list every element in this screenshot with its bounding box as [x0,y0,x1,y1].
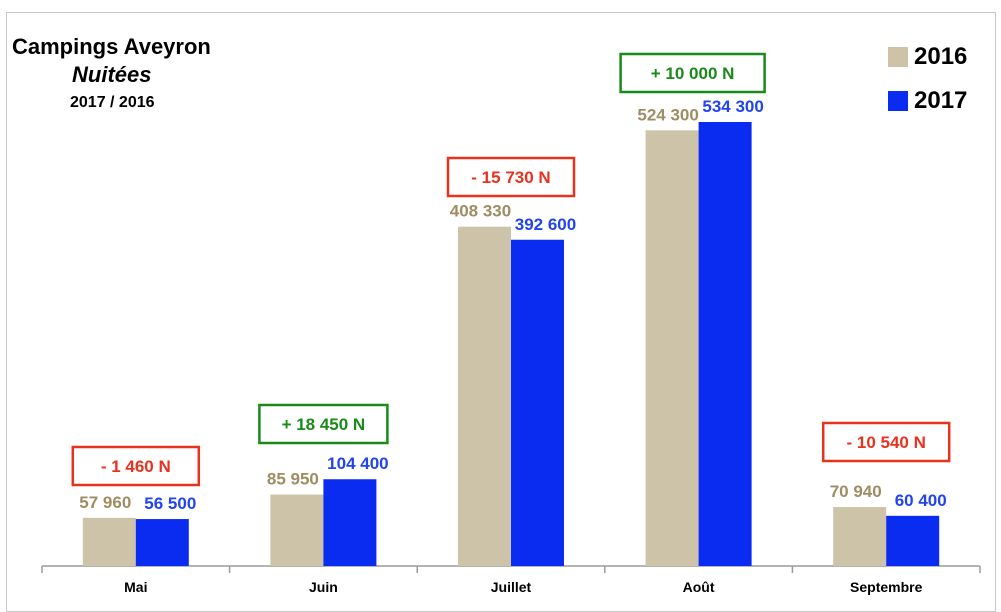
chart: Campings Aveyron Nuitées 2017 / 2016 201… [6,12,996,612]
annotation-text: + 10 000 N [651,64,735,83]
legend: 2016 2017 [888,43,968,132]
x-tick-label: Septembre [850,579,923,595]
annotation-box [821,421,951,463]
x-tick-label: Juin [309,579,338,595]
chart-title: Campings Aveyron [12,34,211,59]
annotation-box [619,52,766,94]
annotation-box [446,156,576,198]
legend-item-2016: 2016 [888,43,968,70]
bar-2017-août [698,122,752,566]
annotation-text: - 10 540 N [847,433,926,452]
bar-2017-septembre [886,515,940,566]
legend-label-2017: 2017 [914,87,968,114]
data-label-2016: 70 940 [830,482,882,501]
annotation-box [258,403,389,445]
bar-2016-juin [270,494,324,566]
data-label-2016: 57 960 [79,493,131,512]
bar-2016-mai [82,517,136,566]
bar-2017-mai [135,519,189,566]
legend-swatch-2017 [888,91,908,111]
annotation-text: - 1 460 N [101,457,171,476]
legend-swatch-2016 [888,47,908,67]
bar-2016-août [645,130,699,566]
data-label-2017: 392 600 [515,215,576,234]
bar-2016-juillet [458,226,511,566]
x-tick-label: Mai [124,579,147,595]
data-label-2017: 534 300 [702,97,763,116]
bar-2016-septembre [833,507,887,566]
legend-label-2016: 2016 [914,43,968,70]
plot-area: 57 960 56 500 Mai - 1 460 N 85 950 104 400 Jui… [41,52,981,595]
data-label-2016: 85 950 [267,470,319,489]
bar-2017-juin [323,479,377,566]
chart-subtitle: Nuitées [72,62,152,87]
data-label-2016: 408 330 [450,202,511,221]
annotation-text: + 18 450 N [282,415,366,434]
chart-period: 2017 / 2016 [70,94,155,111]
data-label-2017: 60 400 [895,491,947,510]
x-tick-label: Août [683,579,715,595]
data-label-2016: 524 300 [637,105,698,124]
data-label-2017: 104 400 [327,454,388,473]
annotation-text: - 15 730 N [471,168,550,187]
bar-2017-juillet [511,239,564,566]
data-label-2017: 56 500 [144,494,196,513]
title-block: Campings Aveyron Nuitées 2017 / 2016 [12,34,211,112]
x-tick-label: Juillet [491,579,532,595]
legend-item-2017: 2017 [888,87,968,114]
annotation-box [71,445,201,487]
